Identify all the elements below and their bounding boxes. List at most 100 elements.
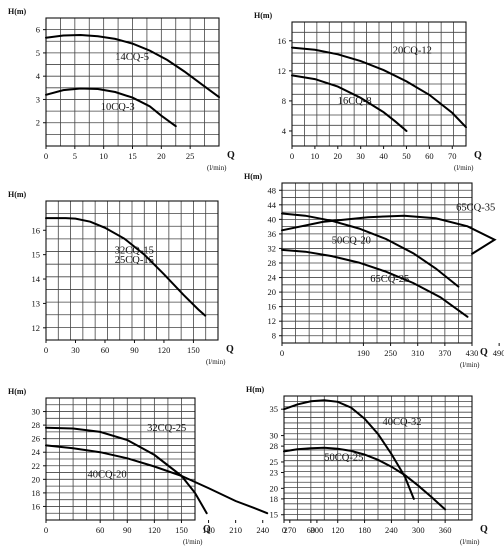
x-axis-unit: (l/min) <box>207 164 227 172</box>
y-tick-label: 4 <box>282 126 287 136</box>
y-tick-label: 6 <box>36 25 40 35</box>
x-tick-label: 50 <box>402 151 411 161</box>
x-axis-unit: (l/min) <box>454 164 474 172</box>
x-tick-label: 15 <box>128 151 137 161</box>
y-tick-label: 30 <box>32 407 41 417</box>
x-tick-label: 20 <box>157 151 166 161</box>
y-axis-label: H(m) <box>8 7 27 16</box>
y-tick-label: 4 <box>36 71 41 81</box>
x-tick-label: 0 <box>44 345 48 355</box>
series-curve-2 <box>291 74 408 132</box>
y-tick-label: 15 <box>270 510 279 520</box>
x-tick-label: 25 <box>186 151 195 161</box>
x-tick-label: 90 <box>130 345 139 355</box>
series-curve-2 <box>283 446 447 511</box>
x-tick-label: 270 <box>283 525 296 535</box>
x-tick-label: 180 <box>358 525 371 535</box>
x-tick-label: 30 <box>356 151 365 161</box>
plot-frame <box>291 21 467 147</box>
y-tick-label: 12 <box>278 66 287 76</box>
y-tick-label: 25 <box>270 457 279 467</box>
x-tick-label: 90 <box>123 525 132 535</box>
y-tick-label: 2 <box>36 118 40 128</box>
series-curve-1 <box>45 217 207 317</box>
chart-panel-3: 12 13 14 15 16 0 30 60 90 120 150 H(m) Q(l/min) 32CQ-… <box>8 190 234 366</box>
y-tick-label: 8 <box>282 96 286 106</box>
x-tick-label: 210 <box>229 525 242 535</box>
plot-frame <box>283 395 473 521</box>
series-label: 32CQ-15 <box>115 245 154 256</box>
y-tick-label: 18 <box>32 488 41 498</box>
y-tick-label: 12 <box>268 316 277 326</box>
y-tick-label: 20 <box>270 483 279 493</box>
x-tick-label: 430 <box>466 348 479 358</box>
series-curve-1 <box>45 426 208 515</box>
series-label: 16CQ-8 <box>338 96 372 107</box>
y-tick-label: 24 <box>268 273 277 283</box>
x-tick-label: 0 <box>44 151 48 161</box>
y-tick-label: 3 <box>36 94 40 104</box>
x-tick-label: 10 <box>311 151 320 161</box>
series-curve-2 <box>45 87 177 128</box>
x-tick-label: 240 <box>256 525 269 535</box>
y-tick-label: 35 <box>270 404 279 414</box>
chart-panel-1: 2 3 4 5 6 0 5 10 15 20 25 H(m) Q(l/min) 14CQ-5 10CQ-3 <box>8 7 235 172</box>
x-tick-label: 10 <box>99 151 108 161</box>
x-tick-label: 360 <box>439 525 452 535</box>
y-axis-label: H(m) <box>8 387 27 396</box>
x-axis-label: Q <box>474 150 482 161</box>
y-tick-label: 8 <box>272 331 276 341</box>
x-tick-label: 0 <box>44 525 48 535</box>
x-tick-label: 0 <box>290 151 294 161</box>
y-tick-label: 48 <box>268 185 277 195</box>
x-tick-label: 40 <box>379 151 388 161</box>
y-tick-label: 13 <box>32 298 41 308</box>
x-tick-label: 5 <box>73 151 77 161</box>
y-tick-label: 28 <box>268 258 277 268</box>
x-tick-label: 180 <box>202 525 215 535</box>
y-axis-label: H(m) <box>254 11 273 20</box>
x-tick-label: 60 <box>101 345 110 355</box>
x-tick-label: 60 <box>96 525 105 535</box>
series-label: 65CQ-25 <box>370 274 409 285</box>
y-tick-label: 28 <box>32 420 41 430</box>
x-tick-label: 370 <box>438 348 451 358</box>
y-tick-label: 36 <box>268 229 277 239</box>
series-curve-3 <box>281 248 469 318</box>
series-label: 40CQ-32 <box>382 417 421 428</box>
x-tick-label: 490 <box>493 348 504 358</box>
y-tick-label: 40 <box>268 214 277 224</box>
x-axis-unit: (l/min) <box>206 358 226 366</box>
series-label: 20CQ-12 <box>393 46 432 57</box>
y-axis-label: H(m) <box>246 385 265 394</box>
y-tick-label: 16 <box>32 501 41 511</box>
x-tick-label: 30 <box>71 345 80 355</box>
y-tick-label: 22 <box>32 461 41 471</box>
series-curve-2 <box>45 444 269 515</box>
series-curve-2 <box>281 212 460 288</box>
x-tick-label: 0 <box>282 525 286 535</box>
series-curve-1 <box>45 33 220 99</box>
y-tick-label: 12 <box>32 323 41 333</box>
series-label: 40CQ-20 <box>88 469 127 480</box>
y-tick-label: 16 <box>32 225 41 235</box>
x-tick-label: 120 <box>158 345 171 355</box>
chart-panel-4: 8 12 16 20 24 28 32 36 40 44 48 0 190 250 310 370 430 490… <box>244 172 504 369</box>
y-tick-label: 14 <box>32 274 41 284</box>
y-tick-label: 18 <box>270 494 279 504</box>
series-label: 32CQ-25 <box>147 423 186 434</box>
x-tick-label: 0 <box>280 348 284 358</box>
x-tick-label: 60 <box>307 525 316 535</box>
x-tick-label: 70 <box>448 151 457 161</box>
x-axis-unit: (l/min) <box>460 538 480 546</box>
x-axis-label: Q <box>480 347 488 358</box>
y-tick-label: 30 <box>270 431 279 441</box>
x-axis-label: Q <box>203 524 211 535</box>
y-tick-label: 16 <box>268 302 277 312</box>
series-curve-1 <box>291 46 467 129</box>
x-axis-unit: (l/min) <box>183 538 203 546</box>
x-tick-label: 60 <box>425 151 434 161</box>
